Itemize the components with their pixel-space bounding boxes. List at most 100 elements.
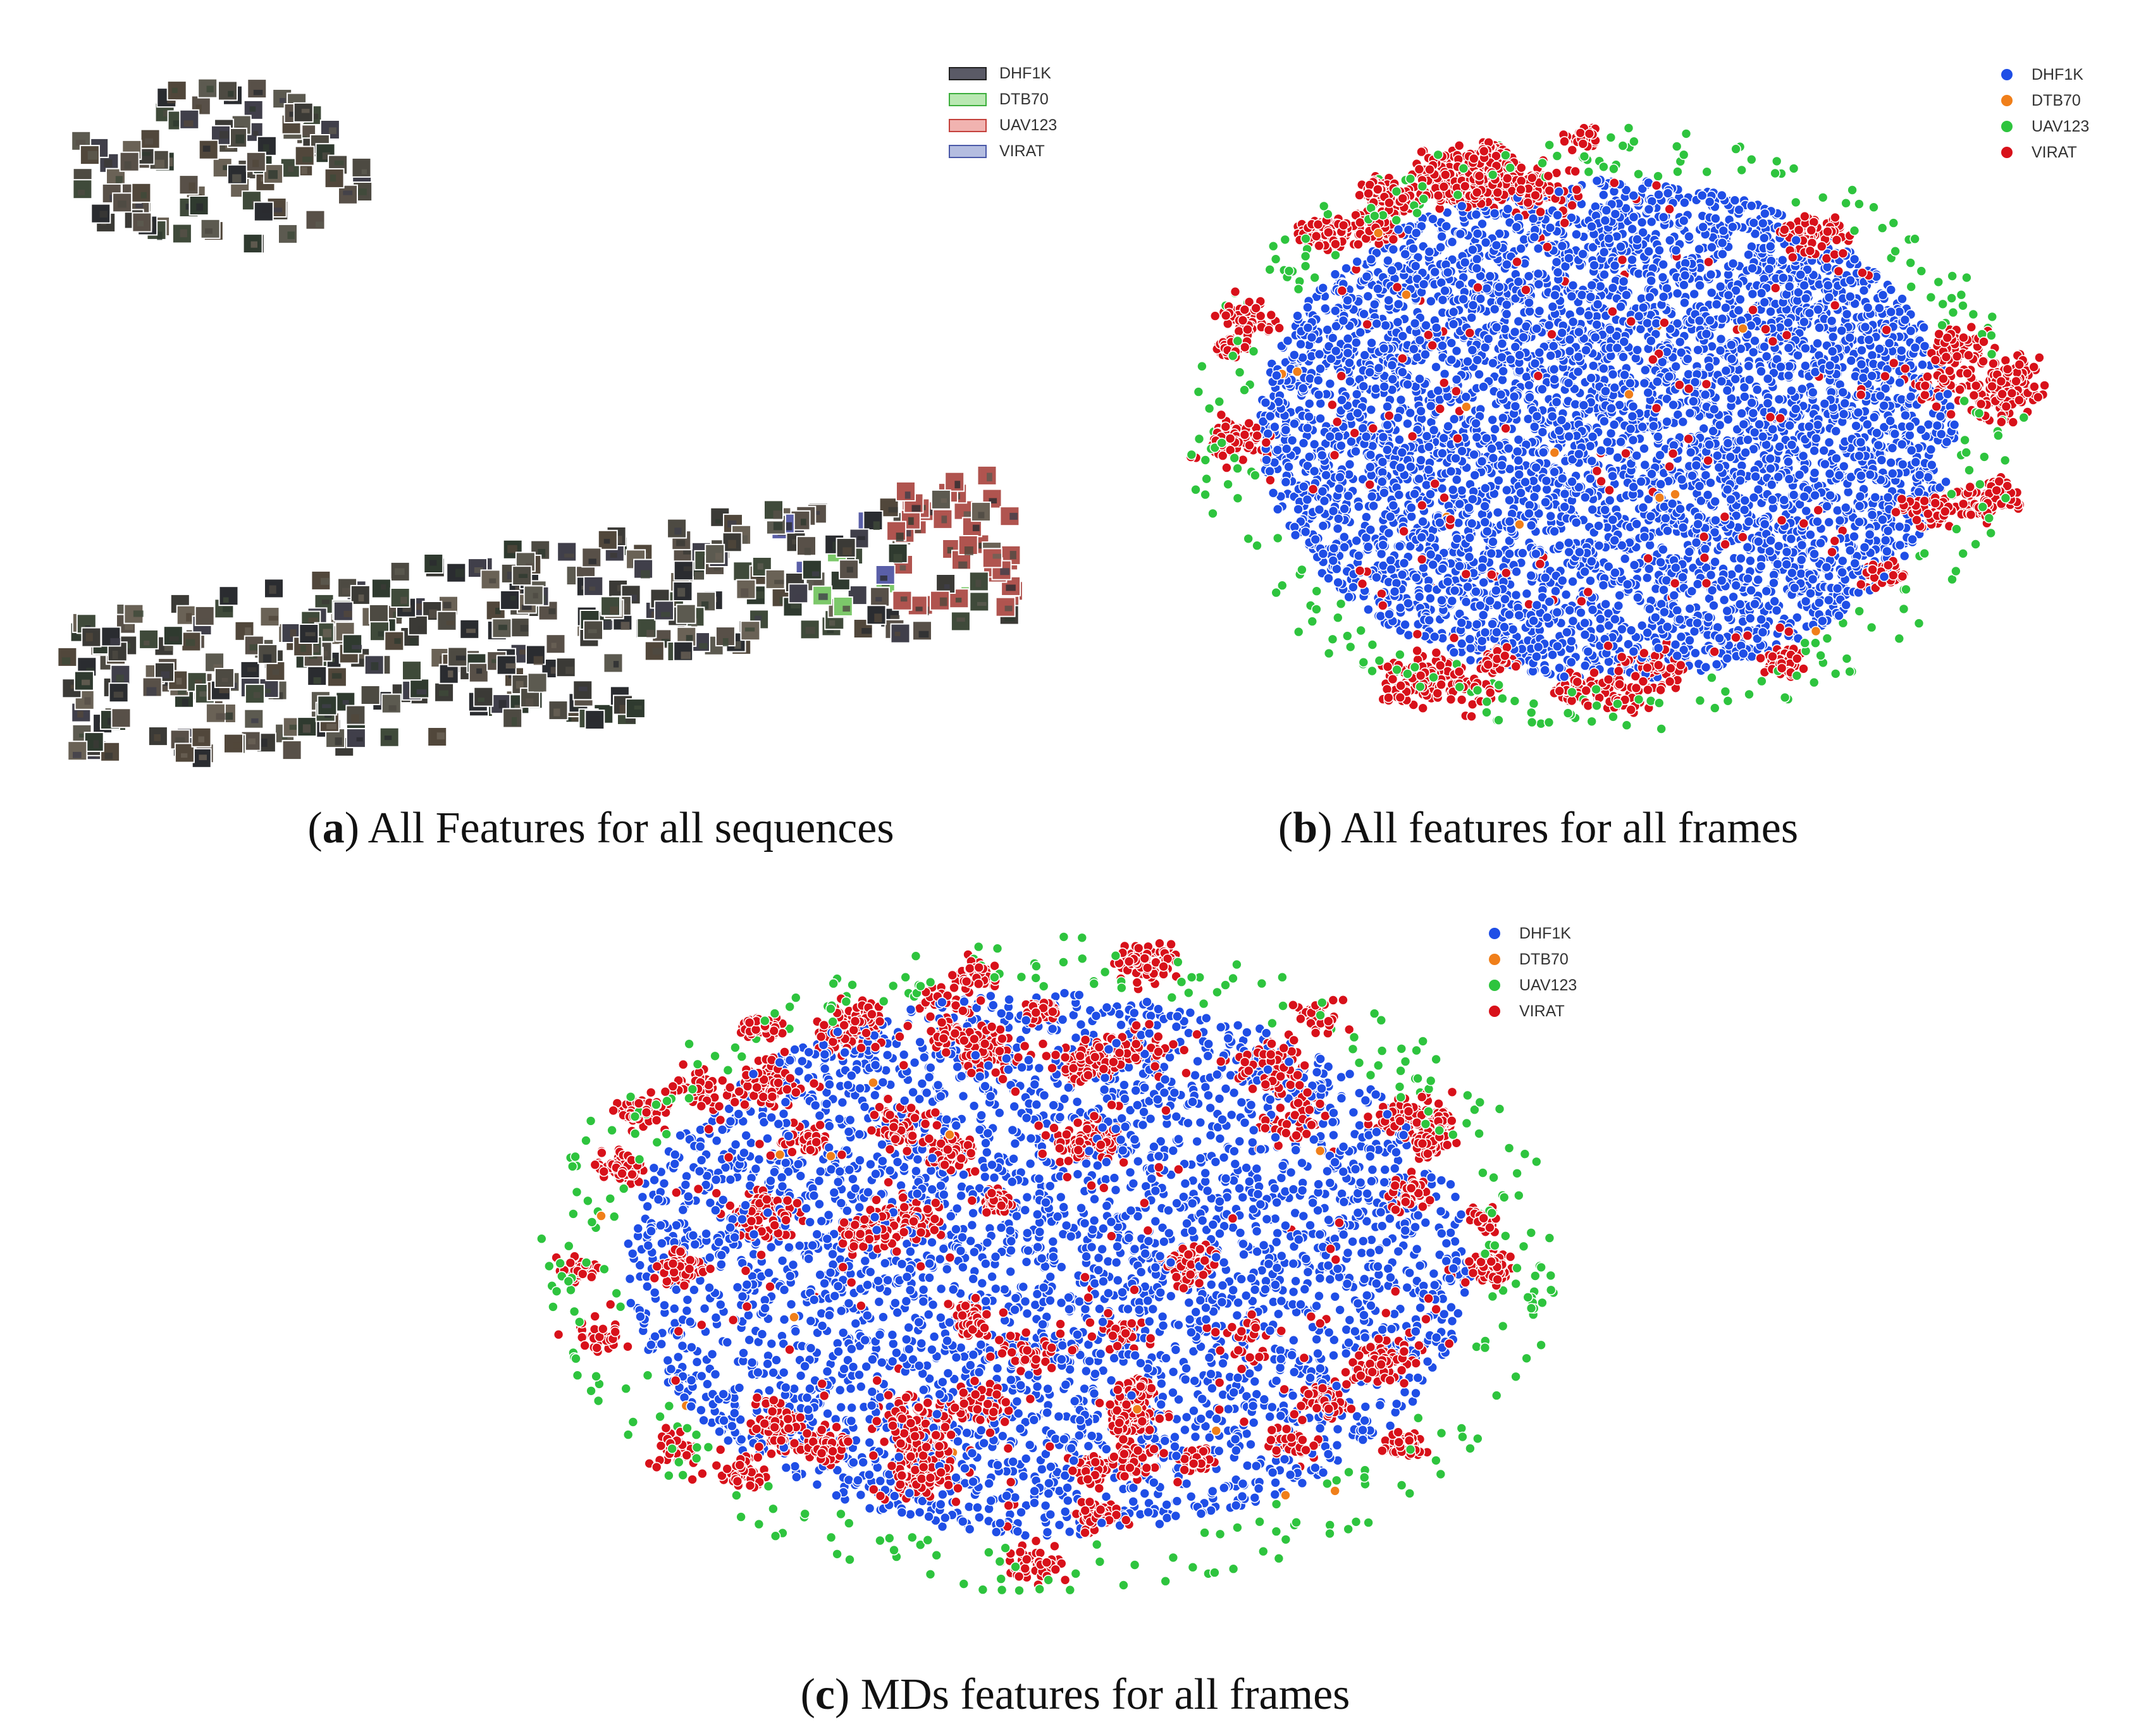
sequence-thumbnail <box>870 586 891 607</box>
point-dhf1k <box>1615 436 1626 448</box>
sequence-thumbnail <box>667 518 688 539</box>
point-dhf1k <box>1618 352 1629 362</box>
point-dhf1k <box>1464 502 1474 514</box>
sequence-thumbnail <box>142 677 163 698</box>
point-dhf1k <box>1344 357 1355 369</box>
sequence-thumbnail <box>473 686 494 707</box>
sequence-thumbnail <box>525 644 546 665</box>
sequence-thumbnail <box>480 569 501 590</box>
point-dhf1k <box>1385 511 1396 522</box>
point-dhf1k <box>1694 280 1705 291</box>
point-dhf1k <box>1717 313 1728 324</box>
point-dhf1k <box>1739 504 1750 515</box>
point-dhf1k <box>1344 459 1355 470</box>
sequence-thumbnail <box>166 80 187 101</box>
point-dhf1k <box>1345 376 1355 387</box>
point-dhf1k <box>1442 576 1453 588</box>
sequence-thumbnail <box>654 600 675 621</box>
point-dhf1k <box>1522 414 1534 424</box>
point-uav123 <box>1672 166 1683 177</box>
sequence-thumbnail <box>500 589 521 610</box>
point-dhf1k <box>1887 443 1898 453</box>
point-dhf1k <box>1579 617 1591 629</box>
sequence-thumbnail <box>584 710 605 730</box>
sequence-thumbnail <box>971 502 991 522</box>
sequence-thumbnail <box>351 157 372 178</box>
point-dhf1k <box>1409 488 1420 500</box>
point-uav123 <box>1327 634 1338 645</box>
point-dhf1k <box>1841 600 1851 610</box>
point-dhf1k <box>1698 423 1710 434</box>
sequence-thumbnail <box>211 125 231 145</box>
sequence-thumbnail <box>364 655 385 675</box>
sequence-thumbnail <box>958 535 978 555</box>
point-dhf1k <box>1329 305 1341 316</box>
point-dhf1k <box>1418 562 1429 574</box>
point-dhf1k <box>1834 515 1846 526</box>
point-uav123 <box>1736 164 1747 176</box>
point-dhf1k <box>1837 555 1848 567</box>
point-dhf1k <box>1456 638 1467 649</box>
sequence-thumbnail <box>350 584 371 605</box>
sequence-thumbnail <box>178 175 199 195</box>
point-uav123 <box>1933 276 1944 288</box>
point-dhf1k <box>1474 369 1484 380</box>
point-dhf1k <box>1329 269 1341 280</box>
point-dhf1k <box>1654 245 1665 256</box>
sequence-thumbnail <box>147 726 168 747</box>
sequence-thumbnail <box>111 708 132 729</box>
sequence-thumbnail <box>583 620 603 641</box>
sequence-thumbnail <box>468 662 489 683</box>
sequence-thumbnail <box>887 543 908 563</box>
sequence-thumbnail <box>132 212 152 233</box>
sequence-thumbnail <box>326 667 347 687</box>
point-dhf1k <box>1451 374 1462 385</box>
sequence-thumbnail <box>244 684 265 705</box>
sequence-thumbnail <box>722 532 743 553</box>
sequence-thumbnail <box>644 641 665 662</box>
point-dhf1k <box>1708 600 1719 611</box>
sequence-thumbnail <box>763 500 784 520</box>
sequence-thumbnail <box>675 603 696 624</box>
point-dhf1k <box>1484 271 1496 282</box>
point-dhf1k <box>1813 597 1825 608</box>
sequence-thumbnail <box>227 127 248 148</box>
sequence-thumbnail <box>801 559 822 580</box>
point-dhf1k <box>1756 614 1767 625</box>
sequence-thumbnail <box>181 631 202 652</box>
point-dhf1k <box>1375 610 1386 622</box>
sequence-thumbnail <box>223 733 244 754</box>
point-dhf1k <box>1541 484 1552 495</box>
point-dhf1k <box>1796 539 1808 551</box>
sequence-thumbnail <box>977 465 997 486</box>
legend-label: DHF1K <box>999 65 1051 82</box>
point-dhf1k <box>1324 378 1336 390</box>
point-dhf1k <box>1488 536 1498 548</box>
point-dhf1k <box>1338 531 1350 543</box>
sequence-thumbnail <box>812 585 833 606</box>
point-dhf1k <box>1498 366 1509 377</box>
sequence-thumbnail <box>123 603 144 624</box>
sequence-thumbnail <box>705 543 725 564</box>
sequence-thumbnail <box>171 223 192 244</box>
point-dhf1k <box>1894 521 1905 532</box>
point-dhf1k <box>1644 539 1656 551</box>
sequence-thumbnail <box>188 195 209 216</box>
point-dhf1k <box>1742 434 1753 445</box>
point-dhf1k <box>1662 416 1672 428</box>
point-dhf1k <box>1743 360 1754 372</box>
point-dhf1k <box>1377 457 1388 467</box>
sequence-thumbnail <box>198 139 219 160</box>
point-dhf1k <box>1675 631 1687 643</box>
point-dhf1k <box>1711 659 1722 670</box>
point-uav123 <box>1232 493 1243 504</box>
sequence-thumbnail <box>333 601 354 622</box>
sequence-thumbnail <box>633 558 654 579</box>
point-dhf1k <box>1711 299 1722 310</box>
point-dhf1k <box>1736 408 1747 419</box>
point-uav123 <box>1605 132 1617 143</box>
point-dhf1k <box>1497 412 1508 424</box>
point-dhf1k <box>1564 334 1576 345</box>
legend-swatch-dtb70 <box>949 93 987 106</box>
sequence-thumbnail <box>191 748 212 768</box>
